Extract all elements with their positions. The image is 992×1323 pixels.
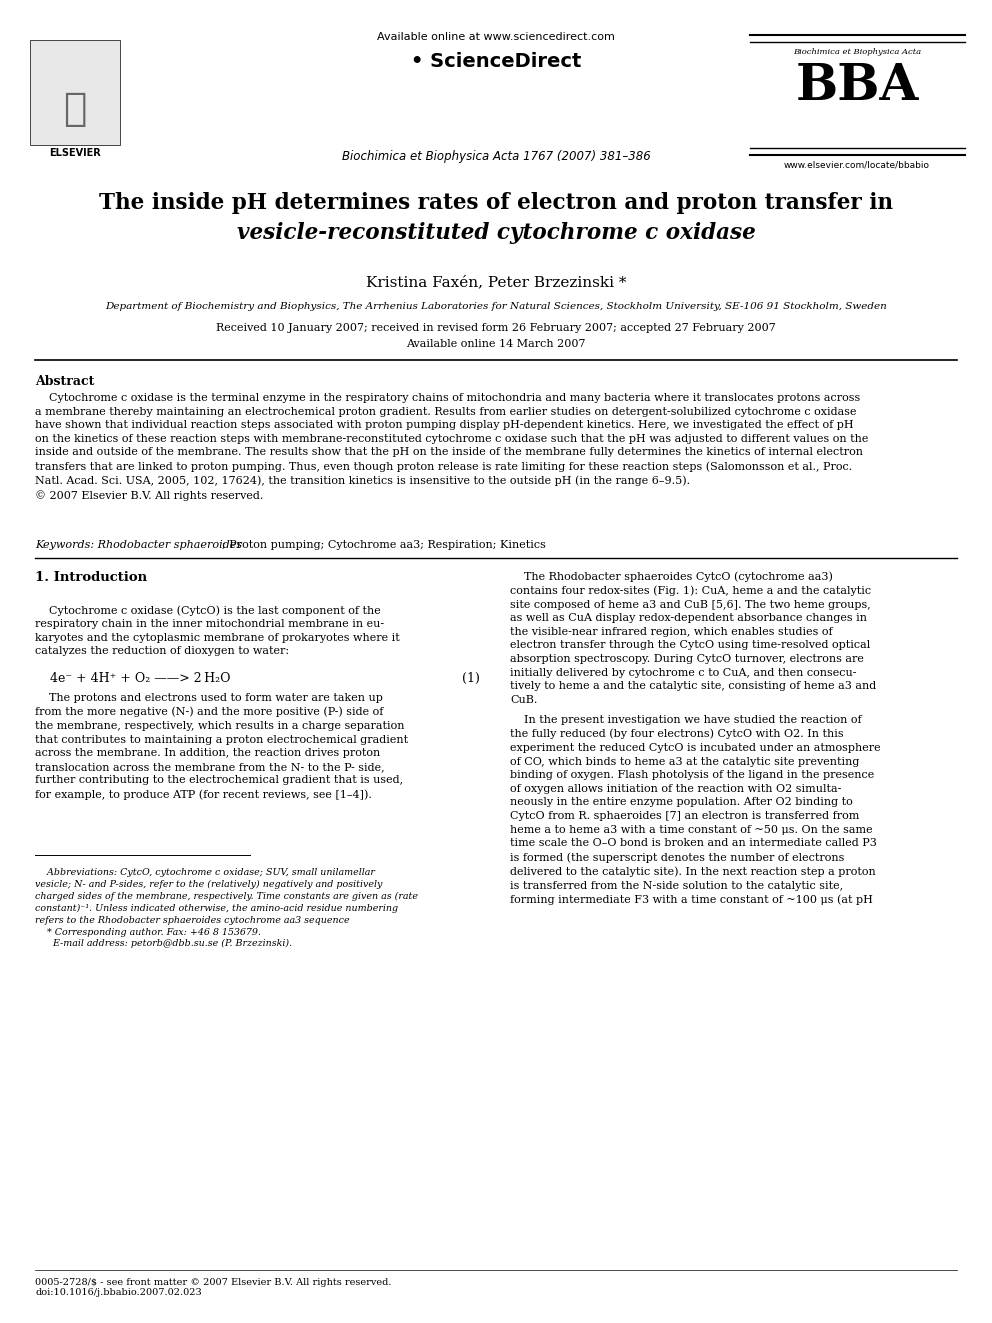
Text: ELSEVIER: ELSEVIER <box>50 148 101 157</box>
Text: BBA: BBA <box>796 62 919 111</box>
Text: The inside pH determines rates of electron and proton transfer in: The inside pH determines rates of electr… <box>99 192 893 214</box>
Text: Department of Biochemistry and Biophysics, The Arrhenius Laboratories for Natura: Department of Biochemistry and Biophysic… <box>105 302 887 311</box>
Text: ⬛: ⬛ <box>63 90 86 128</box>
Text: In the present investigation we have studied the reaction of
the fully reduced (: In the present investigation we have stu… <box>510 714 881 905</box>
Text: www.elsevier.com/locate/bbabio: www.elsevier.com/locate/bbabio <box>784 160 930 169</box>
Text: Keywords: Rhodobacter sphaeroides: Keywords: Rhodobacter sphaeroides <box>35 540 242 550</box>
Text: Kristina Faxén, Peter Brzezinski *: Kristina Faxén, Peter Brzezinski * <box>366 275 626 288</box>
Text: Cytochrome c oxidase (CytcO) is the last component of the
respiratory chain in t: Cytochrome c oxidase (CytcO) is the last… <box>35 605 400 656</box>
Text: vesicle-reconstituted cytochrome c oxidase: vesicle-reconstituted cytochrome c oxida… <box>237 222 755 243</box>
Text: Received 10 January 2007; received in revised form 26 February 2007; accepted 27: Received 10 January 2007; received in re… <box>216 323 776 333</box>
Text: Cytochrome c oxidase is the terminal enzyme in the respiratory chains of mitocho: Cytochrome c oxidase is the terminal enz… <box>35 393 868 501</box>
Text: (1): (1) <box>462 672 480 685</box>
Text: Available online 14 March 2007: Available online 14 March 2007 <box>407 339 585 349</box>
Text: Abstract: Abstract <box>35 374 94 388</box>
Text: The protons and electrons used to form water are taken up
from the more negative: The protons and electrons used to form w… <box>35 693 408 800</box>
Text: ; Proton pumping; Cytochrome aa3; Respiration; Kinetics: ; Proton pumping; Cytochrome aa3; Respir… <box>222 540 546 550</box>
Text: • ScienceDirect: • ScienceDirect <box>411 52 581 71</box>
Text: Available online at www.sciencedirect.com: Available online at www.sciencedirect.co… <box>377 32 615 42</box>
Text: 4e⁻ + 4H⁺ + O₂ ——> 2 H₂O: 4e⁻ + 4H⁺ + O₂ ——> 2 H₂O <box>50 672 230 685</box>
Text: Biochimica et Biophysica Acta 1767 (2007) 381–386: Biochimica et Biophysica Acta 1767 (2007… <box>341 149 651 163</box>
Text: Biochimica et Biophysica Acta: Biochimica et Biophysica Acta <box>793 48 921 56</box>
Text: The Rhodobacter sphaeroides CytcO (cytochrome aa3)
contains four redox-sites (Fi: The Rhodobacter sphaeroides CytcO (cytoc… <box>510 572 876 705</box>
Text: 1. Introduction: 1. Introduction <box>35 572 147 583</box>
Text: Abbreviations: CytcO, cytochrome c oxidase; SUV, small unilamellar
vesicle; N- a: Abbreviations: CytcO, cytochrome c oxida… <box>35 868 418 949</box>
Bar <box>30 40 120 146</box>
Text: 0005-2728/$ - see front matter © 2007 Elsevier B.V. All rights reserved.
doi:10.: 0005-2728/$ - see front matter © 2007 El… <box>35 1278 392 1298</box>
